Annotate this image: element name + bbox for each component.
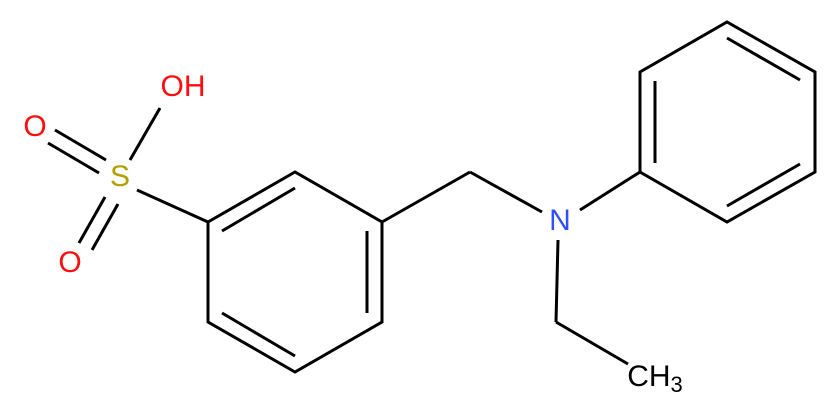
atom-label-subscript: 3 <box>671 372 683 397</box>
ring <box>638 20 817 224</box>
double-bond <box>726 36 801 82</box>
atom-label: O <box>58 246 81 279</box>
bond <box>554 239 560 323</box>
atom-label: OH <box>161 70 206 103</box>
bonds <box>47 20 817 374</box>
bond <box>136 188 209 224</box>
double-bond <box>221 186 296 233</box>
atom-label: S <box>110 160 130 193</box>
double-bond <box>90 203 120 251</box>
bond <box>381 170 471 224</box>
double-bond <box>726 162 801 208</box>
bond <box>555 320 629 366</box>
bond <box>128 107 162 161</box>
double-bond <box>77 196 107 244</box>
double-bond <box>221 311 296 358</box>
atom-label: CH3 <box>627 360 683 397</box>
atom-label: O <box>23 110 46 143</box>
double-bond <box>54 128 107 162</box>
double-bond <box>47 141 100 175</box>
atom-label: N <box>549 204 571 237</box>
bond <box>579 170 641 212</box>
atoms: OH O S O N CH3 <box>23 70 682 397</box>
bond <box>469 170 543 214</box>
ring <box>206 170 384 374</box>
atom-label-main: CH <box>627 360 670 393</box>
